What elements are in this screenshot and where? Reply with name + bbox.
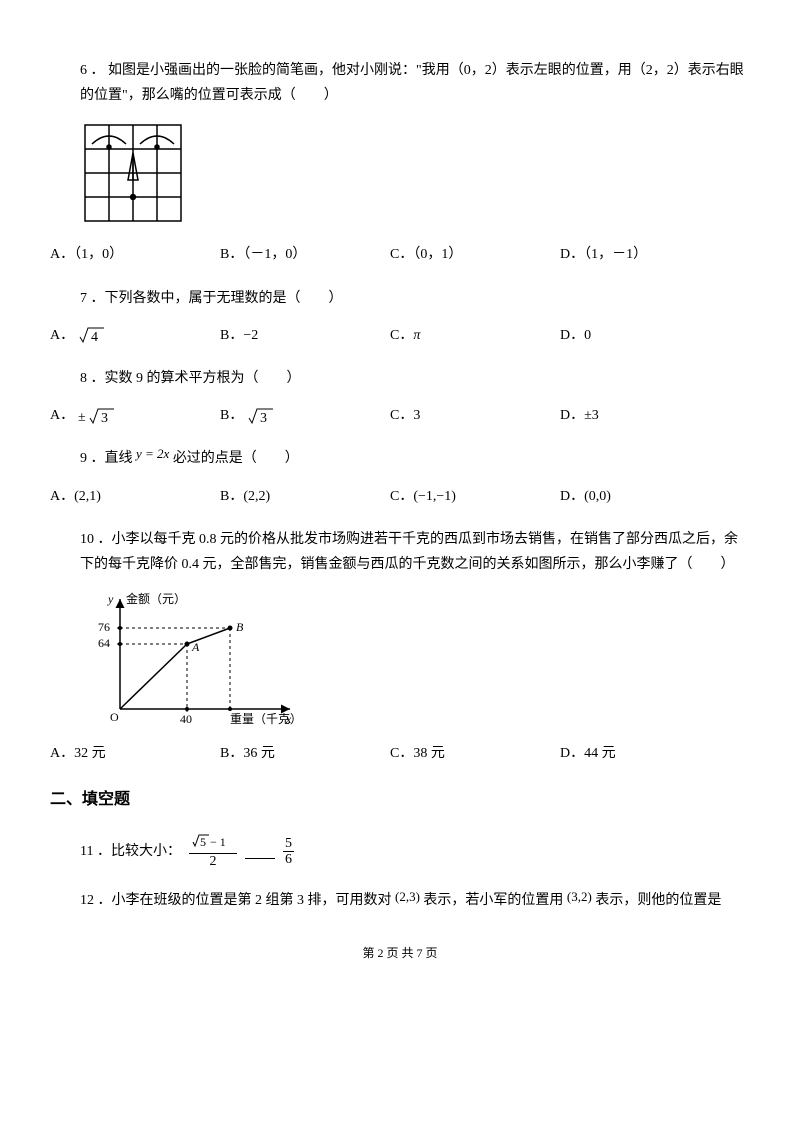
q6-text: 6 ． 如图是小强画出的一张脸的简笔画，他对小刚说："我用（0，2）表示左眼的位… bbox=[80, 58, 750, 108]
q8-option-d: D．±3 bbox=[560, 403, 730, 428]
blank-compare bbox=[245, 844, 275, 859]
q10-option-d: D．44 元 bbox=[560, 741, 730, 766]
q8-options: A． ±3 B． 3 C．3 D．±3 bbox=[50, 403, 750, 428]
coord: (−1,−1) bbox=[413, 484, 456, 509]
q9-option-b: B． (2,2) bbox=[220, 484, 390, 509]
q9-post: 必过的点是（ ） bbox=[173, 451, 299, 466]
pm-sqrt-3: ±3 bbox=[78, 405, 118, 427]
svg-text:4: 4 bbox=[91, 330, 98, 345]
q10-text: 10 ．小李以每千克 0.8 元的价格从批发市场购进若干千克的西瓜到市场去销售，… bbox=[80, 527, 750, 577]
q9-option-c: C． (−1,−1) bbox=[390, 484, 560, 509]
option-label: B． bbox=[220, 484, 243, 509]
q7-option-a: A． 4 bbox=[50, 323, 220, 348]
q6-option-a: A．（1，0） bbox=[50, 242, 220, 267]
q8-text: 8 ．实数 9 的算术平方根为（ ） bbox=[80, 366, 750, 391]
sqrt-3: 3 bbox=[247, 405, 275, 427]
option-label: D． bbox=[560, 484, 584, 509]
q8-option-b: B． 3 bbox=[220, 403, 390, 428]
svg-text:3: 3 bbox=[101, 411, 108, 426]
q8-option-a: A． ±3 bbox=[50, 403, 220, 428]
q10-options: A．32 元 B．36 元 C．38 元 D．44 元 bbox=[50, 741, 750, 766]
frac1-num: 5 − 1 bbox=[189, 833, 237, 854]
minus-2: −2 bbox=[243, 323, 258, 348]
q11-pre: 11 ．比较大小： bbox=[80, 839, 181, 864]
q7-options: A． 4 B． −2 C． π D．0 bbox=[50, 323, 750, 348]
svg-text:±: ± bbox=[78, 410, 86, 425]
q12-pre: 12 ．小李在班级的位置是第 2 组第 3 排，可用数对 bbox=[80, 893, 392, 908]
q9-pre: 9 ．直线 bbox=[80, 451, 133, 466]
q6-option-b: B．（－1，0） bbox=[220, 242, 390, 267]
svg-text:76: 76 bbox=[98, 620, 110, 634]
q10-option-b: B．36 元 bbox=[220, 741, 390, 766]
option-label: A． bbox=[50, 484, 74, 509]
q6-figure bbox=[80, 120, 750, 230]
q9-option-d: D． (0,0) bbox=[560, 484, 730, 509]
q12-post: 表示，则他的位置是 bbox=[595, 893, 721, 908]
frac1-den: 2 bbox=[189, 854, 237, 869]
option-label: C． bbox=[390, 323, 413, 348]
y-letter: y bbox=[107, 592, 114, 606]
option-label: B． bbox=[220, 323, 243, 348]
q9-options: A． (2,1) B． (2,2) C． (−1,−1) D． (0,0) bbox=[50, 484, 750, 509]
q8-option-c: C．3 bbox=[390, 403, 560, 428]
svg-text:A: A bbox=[191, 640, 200, 654]
svg-text:B: B bbox=[236, 620, 244, 634]
sqrt-4: 4 bbox=[78, 324, 106, 346]
page-footer: 第 2 页 共 7 页 bbox=[50, 943, 750, 965]
frac-2: 5 6 bbox=[283, 836, 294, 868]
frac2-den: 6 bbox=[283, 852, 294, 867]
q10-chart: y 金额（元） x 重量（千克） O 64 76 40 A B bbox=[80, 589, 750, 729]
svg-text:− 1: − 1 bbox=[210, 835, 226, 849]
svg-text:3: 3 bbox=[260, 411, 267, 426]
q9-eq: y = 2x bbox=[136, 446, 169, 461]
q6-option-d: D．（1，－1） bbox=[560, 242, 730, 267]
q11-text: 11 ．比较大小： 5 − 1 2 5 6 bbox=[80, 833, 750, 870]
pair1: (2,3) bbox=[395, 889, 420, 904]
q6-option-c: C．（0，1） bbox=[390, 242, 560, 267]
q6-options: A．（1，0） B．（－1，0） C．（0，1） D．（1，－1） bbox=[50, 242, 750, 267]
option-label: A． bbox=[50, 403, 74, 428]
section-2-title: 二、填空题 bbox=[50, 786, 750, 815]
q12-mid: 表示，若小军的位置用 bbox=[423, 893, 563, 908]
origin-label: O bbox=[110, 710, 119, 724]
y-axis-label: 金额（元） bbox=[126, 591, 186, 606]
q7-option-d: D．0 bbox=[560, 323, 730, 348]
frac2-num: 5 bbox=[283, 836, 294, 852]
q9-option-a: A． (2,1) bbox=[50, 484, 220, 509]
coord: (2,1) bbox=[74, 484, 101, 509]
option-label: A． bbox=[50, 323, 74, 348]
x-axis-label: 重量（千克） bbox=[230, 712, 302, 726]
svg-text:5: 5 bbox=[200, 835, 206, 849]
q9-text: 9 ．直线 y = 2x 必过的点是（ ） bbox=[80, 446, 750, 471]
q7-option-c: C． π bbox=[390, 323, 560, 348]
option-label: B． bbox=[220, 403, 243, 428]
q7-option-b: B． −2 bbox=[220, 323, 390, 348]
q7-text: 7 ．下列各数中，属于无理数的是（ ） bbox=[80, 286, 750, 311]
coord: (2,2) bbox=[243, 484, 270, 509]
pair2: (3,2) bbox=[567, 889, 592, 904]
q10-option-a: A．32 元 bbox=[50, 741, 220, 766]
svg-text:40: 40 bbox=[180, 712, 192, 726]
frac-1: 5 − 1 2 bbox=[189, 833, 237, 870]
coord: (0,0) bbox=[584, 484, 611, 509]
svg-text:64: 64 bbox=[98, 636, 110, 650]
option-label: C． bbox=[390, 484, 413, 509]
pi: π bbox=[413, 323, 420, 348]
q12-text: 12 ．小李在班级的位置是第 2 组第 3 排，可用数对 (2,3) 表示，若小… bbox=[80, 888, 750, 913]
q10-option-c: C．38 元 bbox=[390, 741, 560, 766]
